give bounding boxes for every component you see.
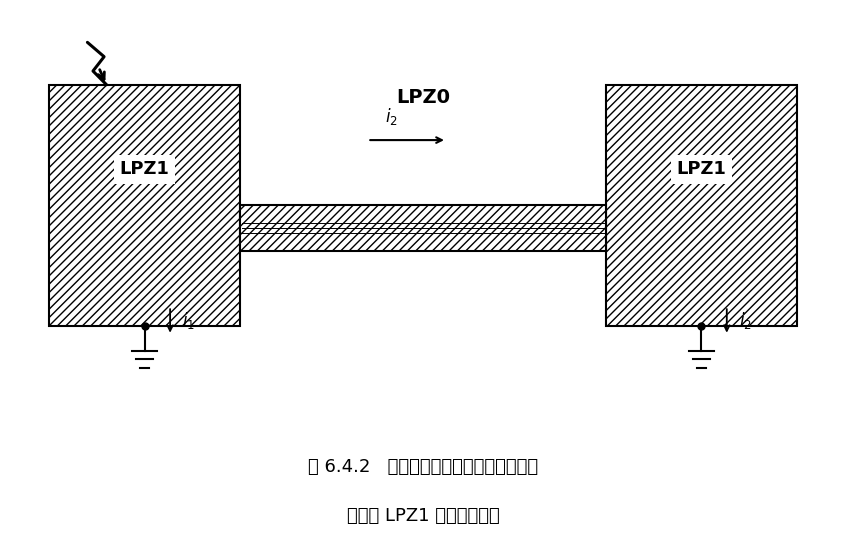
Bar <box>606 85 797 326</box>
Text: LPZ1: LPZ1 <box>677 160 726 178</box>
Text: LPZ1: LPZ1 <box>120 160 169 178</box>
Text: $i_2$: $i_2$ <box>385 106 398 127</box>
Bar <box>49 85 240 326</box>
Text: 图 6.4.2   用屏蔽电缆或穿钔管线路将两棋: 图 6.4.2 用屏蔽电缆或穿钔管线路将两棋 <box>308 458 538 476</box>
Text: LPZ0: LPZ0 <box>396 89 450 107</box>
Text: $i_2$: $i_2$ <box>739 310 751 331</box>
Text: 独立的 LPZ1 区连接在一起: 独立的 LPZ1 区连接在一起 <box>347 507 499 525</box>
Bar <box>240 205 606 251</box>
Text: $i_1$: $i_1$ <box>182 310 195 331</box>
